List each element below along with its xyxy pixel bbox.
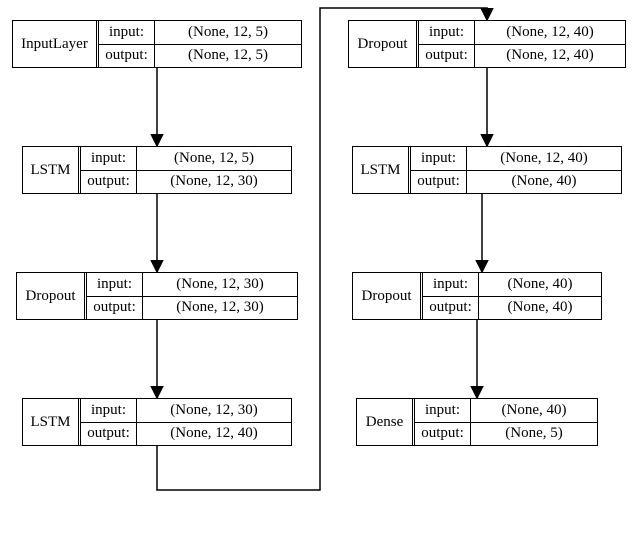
output-shape: (None, 5) — [471, 423, 597, 446]
layer-box: LSTMinput:(None, 12, 5)output:(None, 12,… — [22, 146, 292, 194]
output-shape: (None, 40) — [479, 297, 601, 320]
output-shape: (None, 12, 30) — [137, 171, 291, 194]
layer-name: Dropout — [349, 21, 419, 67]
io-row-input: input:(None, 12, 30) — [87, 273, 297, 296]
output-shape: (None, 12, 30) — [143, 297, 297, 320]
io-column: input:(None, 40)output:(None, 5) — [415, 399, 597, 445]
layer-box: LSTMinput:(None, 12, 30)output:(None, 12… — [22, 398, 292, 446]
layer-box: Denseinput:(None, 40)output:(None, 5) — [356, 398, 598, 446]
output-shape: (None, 12, 40) — [475, 45, 625, 68]
io-column: input:(None, 12, 30)output:(None, 12, 40… — [81, 399, 291, 445]
io-column: input:(None, 40)output:(None, 40) — [423, 273, 601, 319]
output-shape: (None, 12, 5) — [155, 45, 301, 68]
input-shape: (None, 12, 40) — [467, 147, 621, 170]
io-row-input: input:(None, 12, 40) — [411, 147, 621, 170]
io-column: input:(None, 12, 5)output:(None, 12, 30) — [81, 147, 291, 193]
output-shape: (None, 40) — [467, 171, 621, 194]
io-row-input: input:(None, 40) — [415, 399, 597, 422]
input-shape: (None, 12, 5) — [137, 147, 291, 170]
io-label-output: output: — [99, 45, 155, 68]
input-shape: (None, 12, 30) — [137, 399, 291, 422]
layer-box: InputLayerinput:(None, 12, 5)output:(Non… — [12, 20, 302, 68]
io-row-output: output:(None, 40) — [411, 170, 621, 194]
layer-name: LSTM — [23, 147, 81, 193]
layer-name: Dense — [357, 399, 415, 445]
connectors-svg — [0, 0, 640, 537]
io-row-output: output:(None, 12, 30) — [81, 170, 291, 194]
io-row-output: output:(None, 12, 30) — [87, 296, 297, 320]
io-row-input: input:(None, 12, 5) — [99, 21, 301, 44]
io-label-input: input: — [87, 273, 143, 296]
io-label-output: output: — [81, 171, 137, 194]
io-column: input:(None, 12, 5)output:(None, 12, 5) — [99, 21, 301, 67]
io-column: input:(None, 12, 40)output:(None, 12, 40… — [419, 21, 625, 67]
layer-box: LSTMinput:(None, 12, 40)output:(None, 40… — [352, 146, 622, 194]
input-shape: (None, 40) — [471, 399, 597, 422]
layer-box: Dropoutinput:(None, 12, 40)output:(None,… — [348, 20, 626, 68]
input-shape: (None, 12, 5) — [155, 21, 301, 44]
io-row-input: input:(None, 40) — [423, 273, 601, 296]
layer-name: Dropout — [17, 273, 87, 319]
io-label-input: input: — [423, 273, 479, 296]
io-label-output: output: — [415, 423, 471, 446]
io-row-output: output:(None, 12, 5) — [99, 44, 301, 68]
io-label-input: input: — [81, 147, 137, 170]
layer-box: Dropoutinput:(None, 12, 30)output:(None,… — [16, 272, 298, 320]
io-row-input: input:(None, 12, 5) — [81, 147, 291, 170]
layer-name: Dropout — [353, 273, 423, 319]
io-label-input: input: — [419, 21, 475, 44]
io-label-output: output: — [423, 297, 479, 320]
io-row-output: output:(None, 12, 40) — [419, 44, 625, 68]
io-label-input: input: — [415, 399, 471, 422]
io-label-input: input: — [99, 21, 155, 44]
input-shape: (None, 12, 40) — [475, 21, 625, 44]
input-shape: (None, 12, 30) — [143, 273, 297, 296]
io-row-output: output:(None, 5) — [415, 422, 597, 446]
io-row-input: input:(None, 12, 40) — [419, 21, 625, 44]
layer-name: LSTM — [353, 147, 411, 193]
layer-box: Dropoutinput:(None, 40)output:(None, 40) — [352, 272, 602, 320]
io-label-output: output: — [81, 423, 137, 446]
io-label-input: input: — [411, 147, 467, 170]
input-shape: (None, 40) — [479, 273, 601, 296]
layer-name: InputLayer — [13, 21, 99, 67]
io-label-output: output: — [411, 171, 467, 194]
io-row-input: input:(None, 12, 30) — [81, 399, 291, 422]
io-label-input: input: — [81, 399, 137, 422]
io-column: input:(None, 12, 40)output:(None, 40) — [411, 147, 621, 193]
io-column: input:(None, 12, 30)output:(None, 12, 30… — [87, 273, 297, 319]
output-shape: (None, 12, 40) — [137, 423, 291, 446]
io-label-output: output: — [419, 45, 475, 68]
io-row-output: output:(None, 12, 40) — [81, 422, 291, 446]
layer-name: LSTM — [23, 399, 81, 445]
io-label-output: output: — [87, 297, 143, 320]
io-row-output: output:(None, 40) — [423, 296, 601, 320]
